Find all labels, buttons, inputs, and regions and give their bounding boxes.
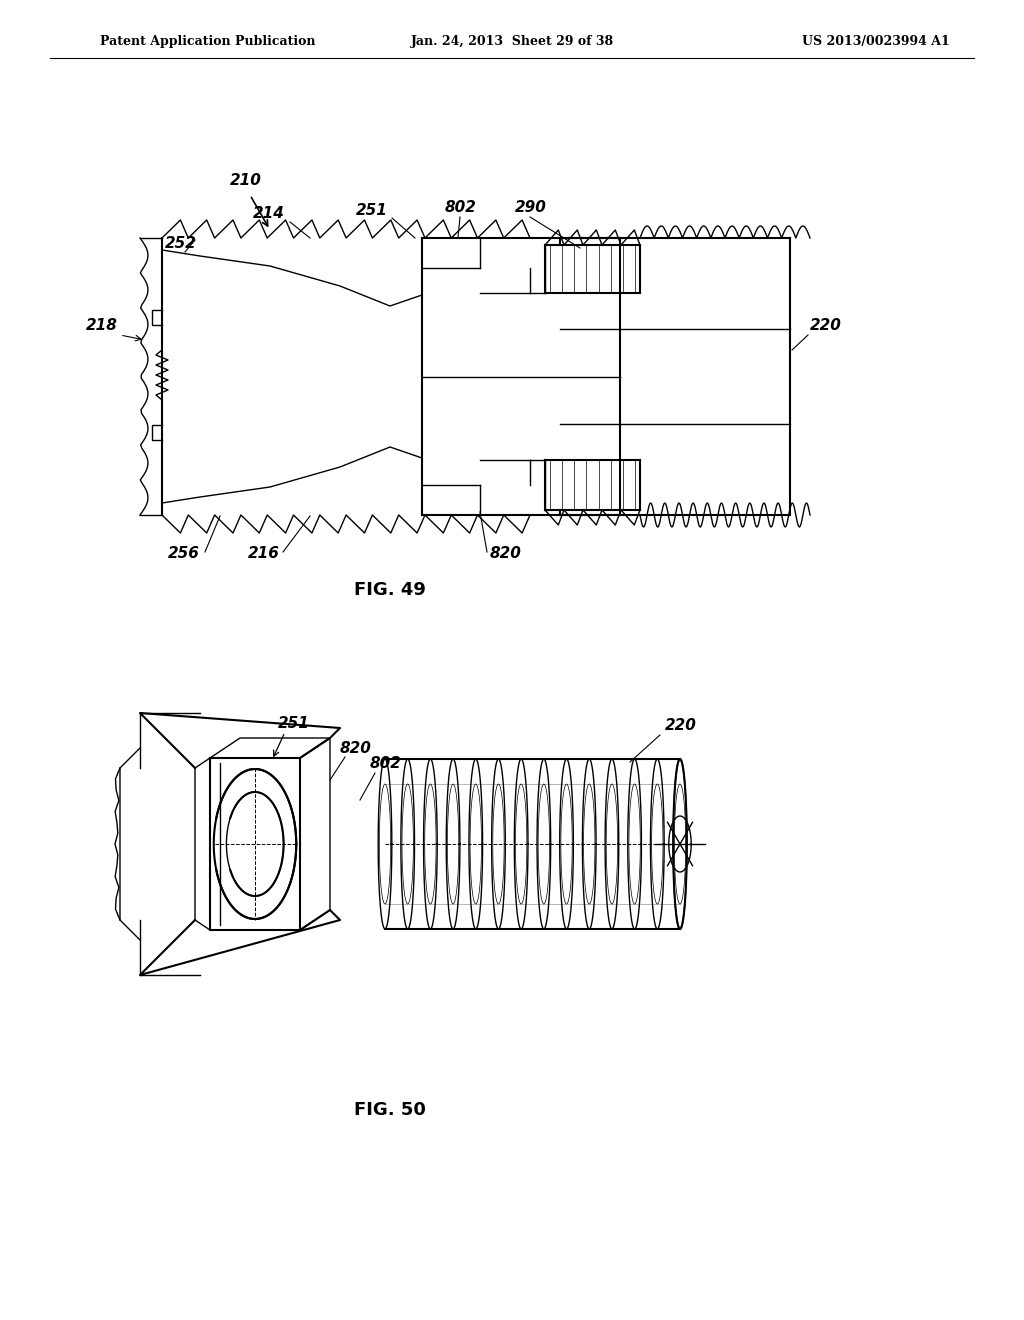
Text: 256: 256: [168, 546, 200, 561]
Text: Jan. 24, 2013  Sheet 29 of 38: Jan. 24, 2013 Sheet 29 of 38: [411, 36, 613, 49]
Text: 802: 802: [445, 201, 477, 215]
Text: 216: 216: [248, 546, 280, 561]
Text: 214: 214: [253, 206, 285, 220]
Text: FIG. 49: FIG. 49: [354, 581, 426, 599]
Text: 290: 290: [515, 201, 547, 215]
Text: 820: 820: [490, 546, 522, 561]
Text: 251: 251: [356, 203, 388, 218]
Text: 220: 220: [665, 718, 697, 733]
Text: Patent Application Publication: Patent Application Publication: [100, 36, 315, 49]
Text: 252: 252: [165, 236, 197, 251]
Text: US 2013/0023994 A1: US 2013/0023994 A1: [802, 36, 950, 49]
Text: 210: 210: [230, 173, 262, 187]
FancyBboxPatch shape: [385, 784, 680, 904]
Text: FIG. 50: FIG. 50: [354, 1101, 426, 1119]
Text: 251: 251: [278, 715, 310, 731]
Text: 820: 820: [340, 741, 372, 756]
Text: 802: 802: [370, 756, 401, 771]
Text: 220: 220: [810, 318, 842, 333]
Text: 218: 218: [86, 318, 118, 333]
